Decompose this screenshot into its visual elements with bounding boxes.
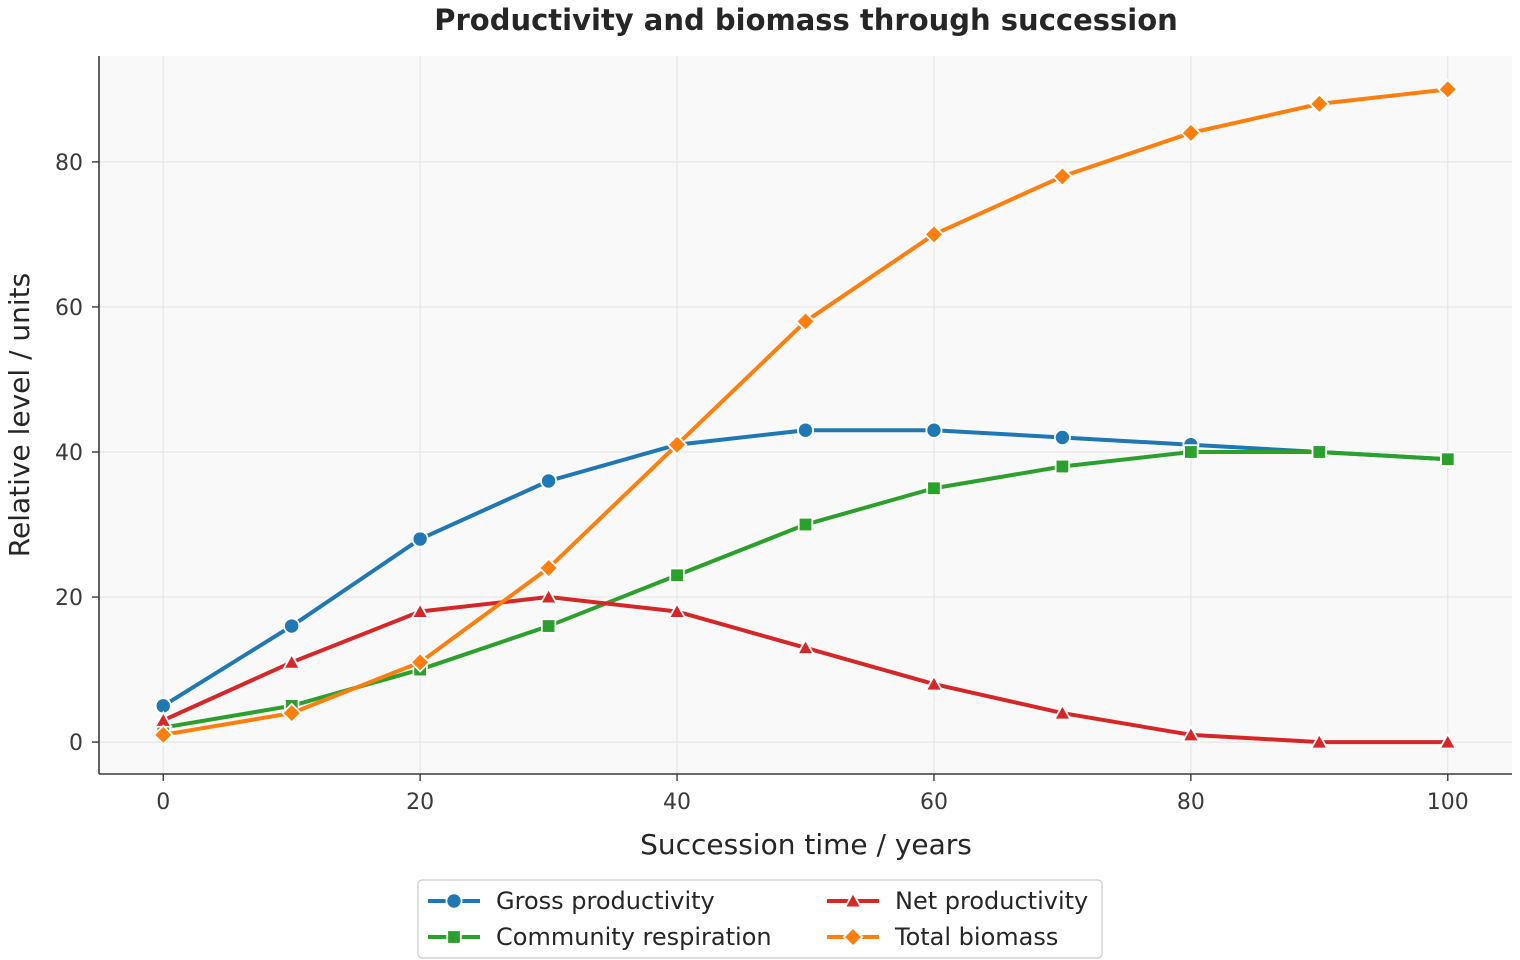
legend-item-gross-productivity: Gross productivity <box>428 887 715 915</box>
data-point-gross-productivity <box>1053 428 1071 446</box>
legend-marker <box>842 926 864 948</box>
data-point-total-biomass <box>1308 93 1330 115</box>
series-net-productivity <box>153 587 1458 750</box>
x-tick-label: 20 <box>406 790 434 815</box>
data-point-net-productivity <box>282 652 302 670</box>
legend-item-total-biomass: Total biomass <box>827 923 1058 951</box>
data-point-community-respiration <box>1054 458 1071 475</box>
data-point-community-respiration <box>1440 451 1456 467</box>
y-tick-label: 20 <box>55 586 83 611</box>
data-point-total-biomass <box>538 557 560 579</box>
legend-marker <box>446 929 462 945</box>
x-tick-label: 0 <box>156 790 170 815</box>
data-point-gross-productivity <box>925 421 943 439</box>
x-tick-label: 40 <box>663 790 691 815</box>
data-point-net-productivity <box>1309 732 1329 750</box>
data-point-net-productivity <box>1052 703 1072 721</box>
ticks: 0 20 40 60 80 100 0 20 40 60 80 <box>55 151 1469 815</box>
data-point-net-productivity <box>1438 732 1458 750</box>
legend-item-community-respiration: Community respiration <box>428 923 772 951</box>
legend-label: Community respiration <box>496 923 772 951</box>
legend-box <box>417 879 1103 959</box>
x-tick-label: 80 <box>1177 790 1205 815</box>
data-point-net-productivity <box>1181 724 1201 743</box>
x-axis-label: Succession time / years <box>640 828 972 861</box>
data-point-total-biomass <box>281 702 303 724</box>
y-tick-label: 60 <box>55 296 83 321</box>
data-point-community-respiration <box>540 618 557 634</box>
legend-marker <box>843 891 863 909</box>
data-point-net-productivity <box>795 637 816 656</box>
x-tick-label: 60 <box>920 790 948 815</box>
series-layer <box>152 78 1459 750</box>
data-point-net-productivity <box>667 601 687 619</box>
data-point-community-respiration <box>669 567 685 583</box>
data-point-net-productivity <box>924 674 944 692</box>
axes <box>98 56 1512 775</box>
data-point-total-biomass <box>409 651 431 673</box>
series-community-respiration <box>155 444 1456 736</box>
legend-item-net-productivity: Net productivity <box>827 887 1088 915</box>
data-point-total-biomass <box>923 223 945 245</box>
data-point-total-biomass <box>795 310 816 332</box>
y-tick-label: 0 <box>69 731 83 756</box>
data-point-gross-productivity <box>797 421 815 439</box>
legend-label: Gross productivity <box>496 887 715 915</box>
data-point-total-biomass <box>1180 122 1202 144</box>
data-point-community-respiration <box>1183 444 1199 460</box>
data-point-total-biomass <box>1437 78 1459 100</box>
data-point-total-biomass <box>152 724 174 746</box>
legend: Gross productivity Community respiration N… <box>417 879 1103 959</box>
y-tick-label: 80 <box>55 151 83 176</box>
chart-title: Productivity and biomass through success… <box>434 3 1178 37</box>
data-point-total-biomass <box>1051 165 1073 187</box>
data-point-gross-productivity <box>411 530 429 548</box>
plot-area <box>99 56 1512 774</box>
legend-label: Total biomass <box>894 923 1058 951</box>
data-point-gross-productivity <box>283 617 301 635</box>
y-axis-label: Relative level / units <box>3 273 36 557</box>
data-point-net-productivity <box>539 587 559 605</box>
y-tick-label: 40 <box>55 441 83 466</box>
data-point-total-biomass <box>666 434 688 456</box>
legend-marker <box>445 892 463 910</box>
data-point-community-respiration <box>1311 444 1328 460</box>
data-point-gross-productivity <box>540 472 558 490</box>
series-total-biomass <box>152 78 1459 746</box>
data-point-community-respiration <box>797 516 814 533</box>
x-tick-label: 100 <box>1427 790 1469 815</box>
data-point-net-productivity <box>410 601 430 619</box>
legend-label: Net productivity <box>895 887 1088 915</box>
data-point-community-respiration <box>926 480 942 496</box>
